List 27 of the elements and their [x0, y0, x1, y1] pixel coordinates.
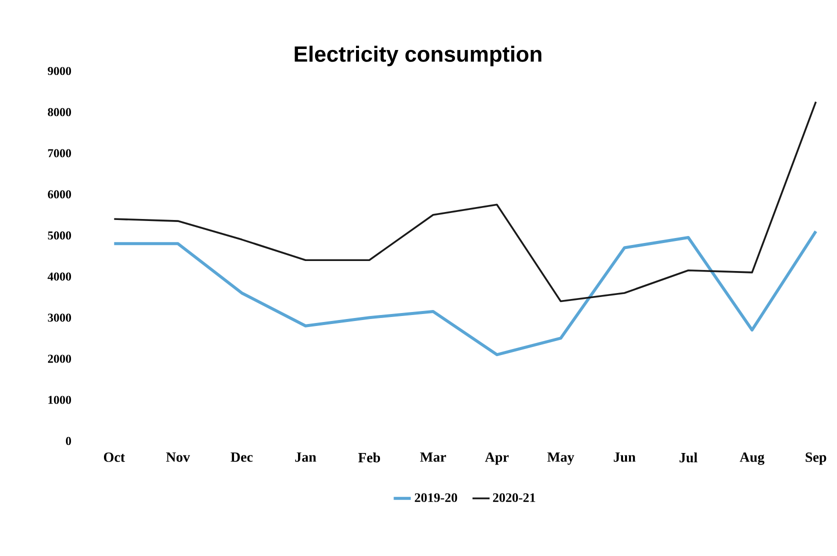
x-tick-label: Oct — [104, 452, 125, 462]
line-series — [113, 100, 817, 302]
legend-label: 2019-20 — [414, 493, 458, 502]
x-tick-label: Feb — [358, 452, 380, 462]
x-tick-label: Aug — [740, 452, 764, 465]
x-tick-label: May — [547, 452, 574, 465]
x-tick-label: Jul — [680, 452, 698, 462]
y-tick-label: 4000 — [48, 272, 72, 281]
y-tick-label: 7000 — [48, 149, 72, 158]
y-tick-label: 3000 — [48, 314, 72, 322]
y-tick-label: 1000 — [48, 396, 72, 404]
x-tick-label: Sep — [806, 452, 826, 465]
line-series — [112, 230, 818, 356]
x-tick-label: Apr — [484, 452, 509, 465]
legend-label: 2020-21 — [493, 493, 536, 502]
y-tick-label: 8000 — [48, 108, 72, 116]
x-tick-label: Dec — [230, 452, 253, 462]
y-tick-label: 5000 — [48, 231, 72, 240]
x-tick-label: Jun — [614, 452, 636, 462]
y-tick-label: 0 — [66, 436, 72, 446]
y-tick-label: 2000 — [48, 354, 72, 363]
y-tick-label: 9000 — [48, 66, 72, 76]
chart-title: Electricity consumption — [294, 46, 542, 66]
x-tick-label: Mar — [420, 452, 446, 462]
x-tick-label: Nov — [166, 452, 190, 462]
x-tick-label: Jan — [295, 452, 316, 462]
y-tick-label: 6000 — [48, 190, 72, 198]
